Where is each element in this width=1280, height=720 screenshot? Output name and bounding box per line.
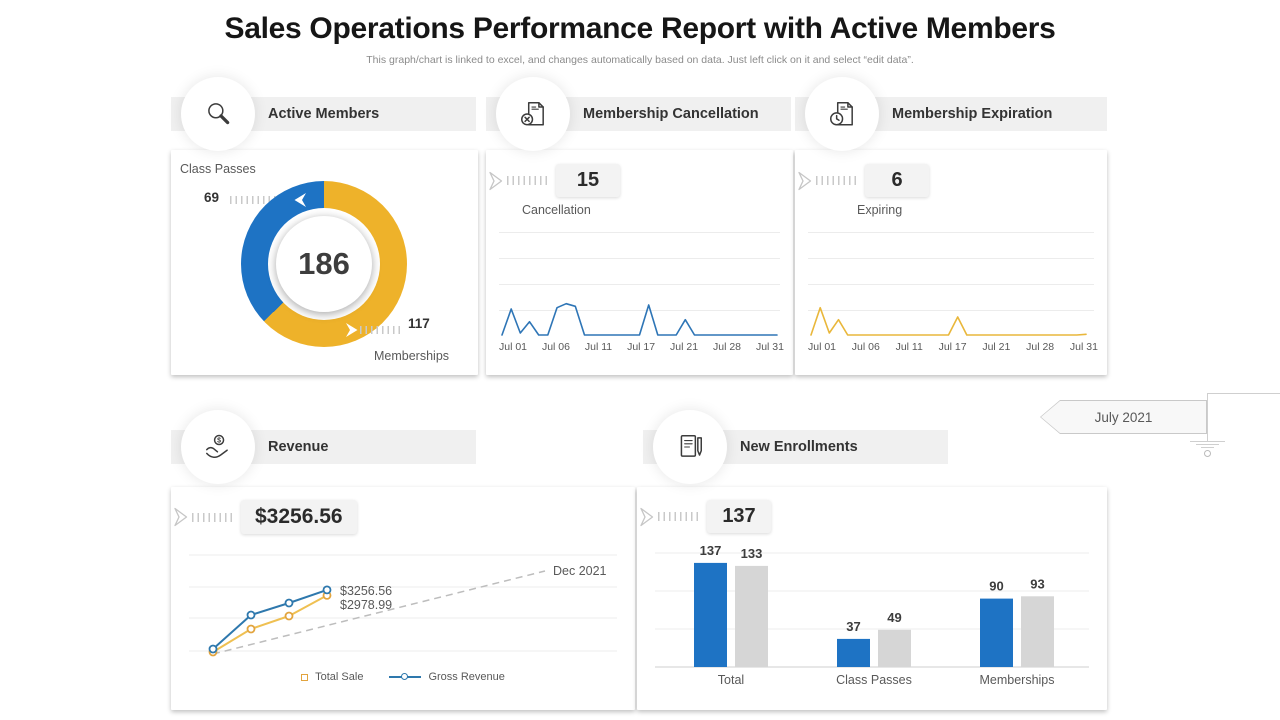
legend-item-gross-revenue: Gross Revenue <box>389 671 505 683</box>
section-title: Active Members <box>268 106 380 122</box>
gridline <box>499 284 780 285</box>
membership-cancellation-card[interactable]: 15 Cancellation Jul 01 Jul 06 Jul 11 Jul 17… <box>486 150 793 375</box>
gridline <box>499 232 780 233</box>
svg-text:Dec 2021: Dec 2021 <box>553 564 607 578</box>
gridline <box>808 232 1094 233</box>
section-title: Membership Expiration <box>892 106 1053 122</box>
kpi-label: Expiring <box>857 203 903 217</box>
magnifier-icon <box>189 85 247 143</box>
section-header-membership-expiration: Membership Expiration <box>795 85 1107 143</box>
gridline <box>499 258 780 259</box>
legend-label: Gross Revenue <box>428 671 505 683</box>
enrollments-kpi-badge: 137 <box>707 500 771 533</box>
enrollments-bar-chart[interactable]: 137 133 Total 37 49 Class Passes 90 93 Membershi… <box>637 487 1107 710</box>
donut-slice-label: Memberships <box>374 349 450 363</box>
chevron-right-icon <box>489 171 503 190</box>
active-members-card[interactable]: Class Passes 69 186 117 Memberships <box>171 150 478 375</box>
svg-text:133: 133 <box>741 546 763 561</box>
hand-money-icon: $ <box>189 418 247 476</box>
leader-dots <box>507 176 547 185</box>
gross-revenue-marker-icon <box>389 673 422 681</box>
section-header-membership-cancellation: Membership Cancellation <box>486 85 791 143</box>
kpi-row: 137 <box>639 500 771 533</box>
document-clock-icon <box>813 85 871 143</box>
active-members-donut-chart[interactable]: 186 <box>241 181 407 347</box>
ground-circle <box>1204 450 1211 457</box>
document-cancel-icon <box>504 85 562 143</box>
donut-total: 186 <box>276 216 372 312</box>
leader-dots <box>230 196 292 204</box>
new-enrollments-card[interactable]: 137 137 133 Total 37 49 Class Passes 90 93 Membe… <box>637 487 1107 710</box>
svg-text:93: 93 <box>1030 576 1044 591</box>
legend-item-total-sale: Total Sale <box>301 671 363 683</box>
revenue-card[interactable]: $3256.56 Dec 2021 $3256.56 $2978.99 Total … <box>171 487 635 710</box>
month-ribbon-face <box>1041 401 1206 433</box>
kpi-row: 6 <box>797 164 929 197</box>
svg-text:49: 49 <box>887 610 901 625</box>
svg-text:137: 137 <box>700 543 722 558</box>
svg-text:37: 37 <box>846 619 860 634</box>
donut-slice-label: Class Passes <box>180 162 256 176</box>
leader-dots <box>816 176 856 185</box>
leader-dots <box>658 512 698 521</box>
chevron-right-icon <box>174 507 188 527</box>
arrow-left-icon <box>294 193 306 207</box>
section-title: Membership Cancellation <box>583 106 759 122</box>
arrow-right-icon <box>346 323 358 337</box>
month-label: July 2021 <box>1094 409 1153 425</box>
section-header-active-members: Active Members <box>171 85 476 143</box>
svg-text:Memberships: Memberships <box>979 673 1054 687</box>
section-header-new-enrollments: New Enrollments <box>643 418 948 476</box>
chevron-right-icon <box>798 171 812 190</box>
callout-line <box>1207 393 1208 441</box>
ground-symbol <box>1196 444 1219 445</box>
x-axis-labels: Jul 01 Jul 06 Jul 11 Jul 17 Jul 21 Jul 28 Jul … <box>499 341 784 353</box>
revenue-kpi-badge: $3256.56 <box>241 500 357 534</box>
gridline <box>808 258 1094 259</box>
callout-line <box>1207 393 1280 394</box>
legend-label: Total Sale <box>315 671 364 683</box>
cancellation-kpi-badge: 15 <box>556 164 620 197</box>
gridline <box>808 310 1094 311</box>
svg-text:Total: Total <box>718 673 744 687</box>
expiration-line-chart[interactable] <box>808 290 1089 340</box>
document-pen-icon <box>661 418 719 476</box>
section-title: New Enrollments <box>740 439 858 455</box>
svg-text:$3256.56: $3256.56 <box>340 584 392 598</box>
leader-dots <box>360 326 400 334</box>
revenue-line-chart[interactable]: Dec 2021$3256.56$2978.99 <box>171 487 635 710</box>
section-title: Revenue <box>268 439 329 455</box>
x-axis-labels: Jul 01 Jul 06 Jul 11 Jul 17 Jul 21 Jul 28 Jul … <box>808 341 1098 353</box>
kpi-row: $3256.56 <box>173 500 357 534</box>
expiration-kpi-badge: 6 <box>865 164 929 197</box>
svg-text:Class Passes: Class Passes <box>836 673 912 687</box>
total-sale-marker-icon <box>301 673 309 681</box>
ground-symbol <box>1190 441 1225 442</box>
section-header-revenue: $ Revenue <box>171 418 476 476</box>
ground-symbol <box>1201 447 1214 448</box>
membership-expiration-card[interactable]: 6 Expiring Jul 01 Jul 06 Jul 11 Jul 17 Jul 2… <box>795 150 1107 375</box>
month-ribbon: July 2021 <box>1040 400 1207 434</box>
donut-slice-value: 117 <box>408 316 430 331</box>
svg-text:90: 90 <box>989 579 1003 594</box>
gridline <box>499 310 780 311</box>
page-title: Sales Operations Performance Report with… <box>224 12 1056 45</box>
cancellation-line-chart[interactable] <box>499 290 780 340</box>
chart-legend: Total Sale Gross Revenue <box>171 671 635 683</box>
svg-text:$: $ <box>217 438 221 445</box>
svg-text:$2978.99: $2978.99 <box>340 598 392 612</box>
kpi-label: Cancellation <box>522 203 591 217</box>
donut-slice-value: 69 <box>204 190 220 205</box>
kpi-row: 15 <box>488 164 620 197</box>
gridline <box>808 284 1094 285</box>
leader-dots <box>192 512 232 522</box>
page-subtitle: This graph/chart is linked to excel, and… <box>366 54 914 66</box>
chevron-right-icon <box>640 507 654 526</box>
